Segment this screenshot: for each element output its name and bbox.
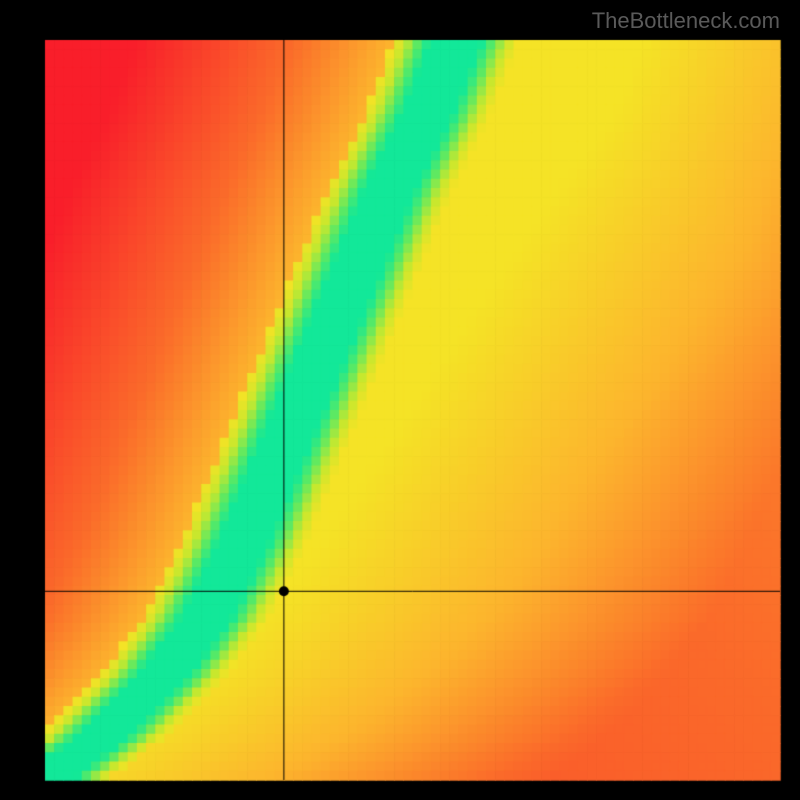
watermark-text: TheBottleneck.com <box>592 8 780 34</box>
heatmap-canvas <box>0 0 800 800</box>
chart-container: TheBottleneck.com <box>0 0 800 800</box>
